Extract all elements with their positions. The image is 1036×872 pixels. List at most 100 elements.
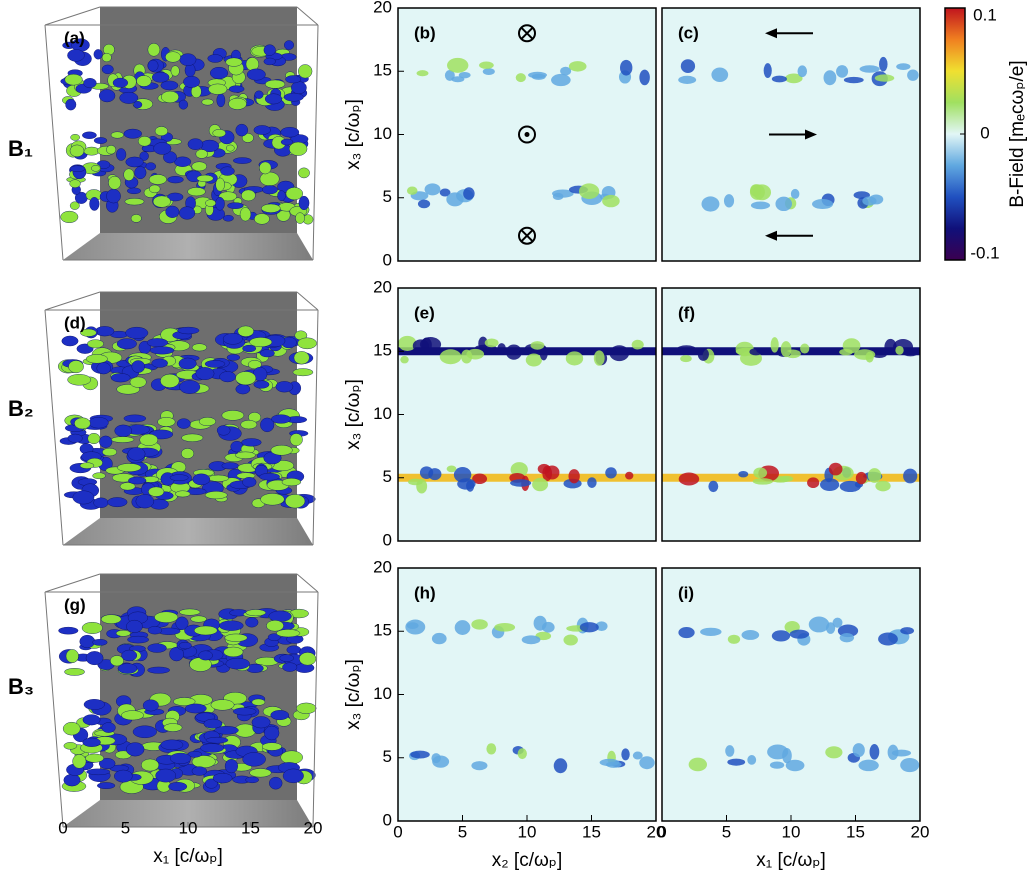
isosurface-blob [181,433,204,442]
field-blob [454,620,471,635]
isosurface-blob [264,725,280,741]
field-blob [412,339,430,353]
y-tick-label: 5 [383,747,392,766]
floor [63,800,313,827]
field-blob [770,337,779,353]
field-blob [807,477,820,489]
isosurface-blob [298,167,310,179]
x-tick-label: 5 [458,822,467,841]
isosurface-blob [225,57,243,67]
isosurface-blob [176,418,191,429]
isosurface-blob [93,137,108,144]
isosurface-blob [240,420,258,430]
isosurface-blob [116,338,137,350]
isosurface-blob [191,766,207,776]
isosurface-blob [204,778,218,789]
x-tick-label: 0 [657,822,666,841]
x-tick-label: 15 [582,822,601,841]
field-blob [510,479,532,487]
direction-symbol [520,27,534,40]
isosurface-blob [226,354,240,361]
heatmap-background [662,288,920,541]
box-edge [44,591,64,828]
x-tick-label: 15 [241,818,260,837]
isosurface-blob [74,417,91,430]
isosurface-blob [204,491,228,500]
field-blob [842,338,861,354]
field-blob [820,478,840,491]
isosurface-blob [245,776,259,784]
isosurface-blob [241,133,254,143]
heatmap-background [398,288,656,541]
isosurface-blob [242,477,257,488]
isosurface-blob [224,759,238,774]
isosurface-blob [155,768,177,783]
field-blob [677,345,696,353]
isosurface-blob [123,168,135,181]
isosurface-blob [154,611,179,623]
isosurface-blob [241,189,256,202]
isosurface-blob [175,490,191,498]
x-axis-label: x₁ [c/ωₚ] [756,850,826,871]
field-blob [869,744,880,760]
field-blob [741,629,760,640]
isosurface-blob [263,44,276,56]
field-blob [551,73,571,87]
x-tick-label: 0 [393,822,402,841]
isosurface-blob [147,626,163,635]
isosurface-blob [69,179,81,188]
isosurface-blob [221,462,239,470]
isosurface-blob [145,162,157,171]
x-tick-label: 10 [179,818,198,837]
field-blob [530,341,545,350]
isosurface-blob [160,80,179,91]
surface-plot [44,573,319,828]
isosurface-blob [246,68,266,81]
direction-symbol [524,132,530,137]
field-blob [463,187,475,200]
isosurface-blob [152,195,171,208]
panel-label: (g) [64,595,86,614]
isosurface-blob [201,98,214,106]
field-blob [471,619,488,630]
isosurface-blob [195,149,208,159]
isosurface-blob [282,662,298,672]
field-blob [725,745,735,757]
isosurface-blob [239,207,252,222]
isosurface-blob [212,129,226,138]
isosurface-blob [241,438,262,447]
field-blob [747,755,757,765]
box-edge [312,24,319,261]
isosurface-blob [64,73,83,86]
colorbar-tick-label: 0 [980,123,989,142]
field-blob [875,480,891,492]
panel-label: (b) [414,23,436,42]
isosurface-blob [108,175,122,190]
isosurface-blob [173,697,196,706]
panel-label: (a) [64,28,85,47]
isosurface-blob [119,482,136,491]
isosurface-blob [83,78,97,89]
field-blob [839,632,855,643]
field-blob [541,621,555,633]
isosurface-blob [147,43,161,57]
isosurface-blob [123,414,147,423]
isosurface-blob [190,615,207,623]
isosurface-blob [61,335,79,347]
isosurface-blob [121,649,138,662]
y-tick-label: 10 [373,404,392,423]
y-tick-label: 10 [373,684,392,703]
y-tick-label: 0 [383,810,392,829]
isosurface-blob [163,723,183,732]
isosurface-blob [112,77,129,88]
y-tick-label: 15 [373,621,392,640]
field-blob [517,748,527,760]
isosurface-blob [114,424,132,437]
isosurface-blob [261,203,281,213]
field-blob [680,355,692,363]
field-blob [458,71,471,79]
isosurface-blob [129,376,147,388]
isosurface-blob [65,98,77,111]
surface-plot [44,291,319,546]
isosurface-blob [245,617,259,628]
